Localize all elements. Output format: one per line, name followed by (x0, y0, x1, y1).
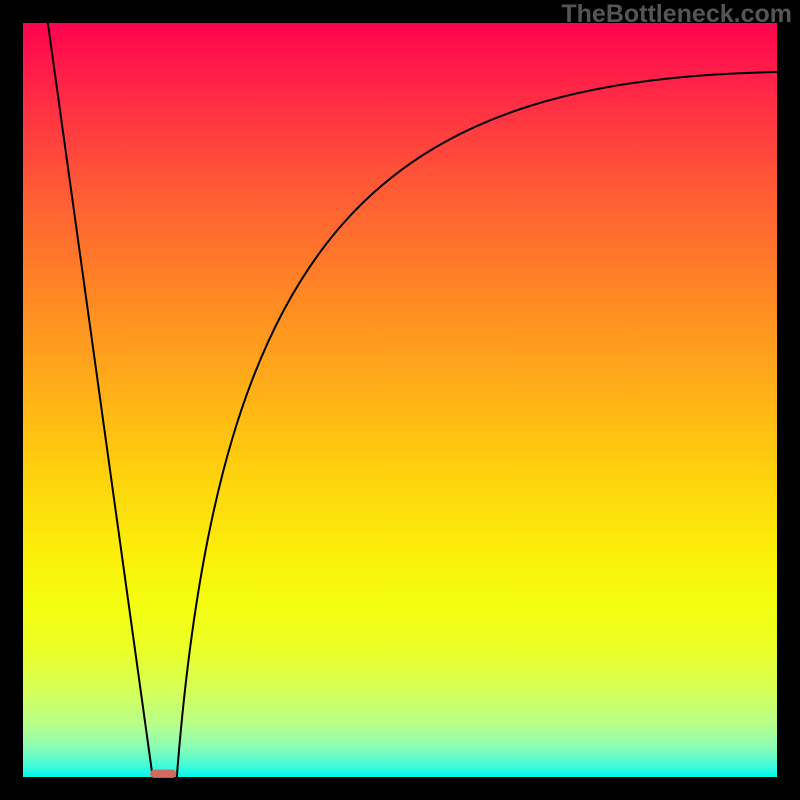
plot-area (23, 23, 777, 777)
chart-stage: TheBottleneck.com (0, 0, 800, 800)
watermark-text: TheBottleneck.com (561, 0, 792, 29)
